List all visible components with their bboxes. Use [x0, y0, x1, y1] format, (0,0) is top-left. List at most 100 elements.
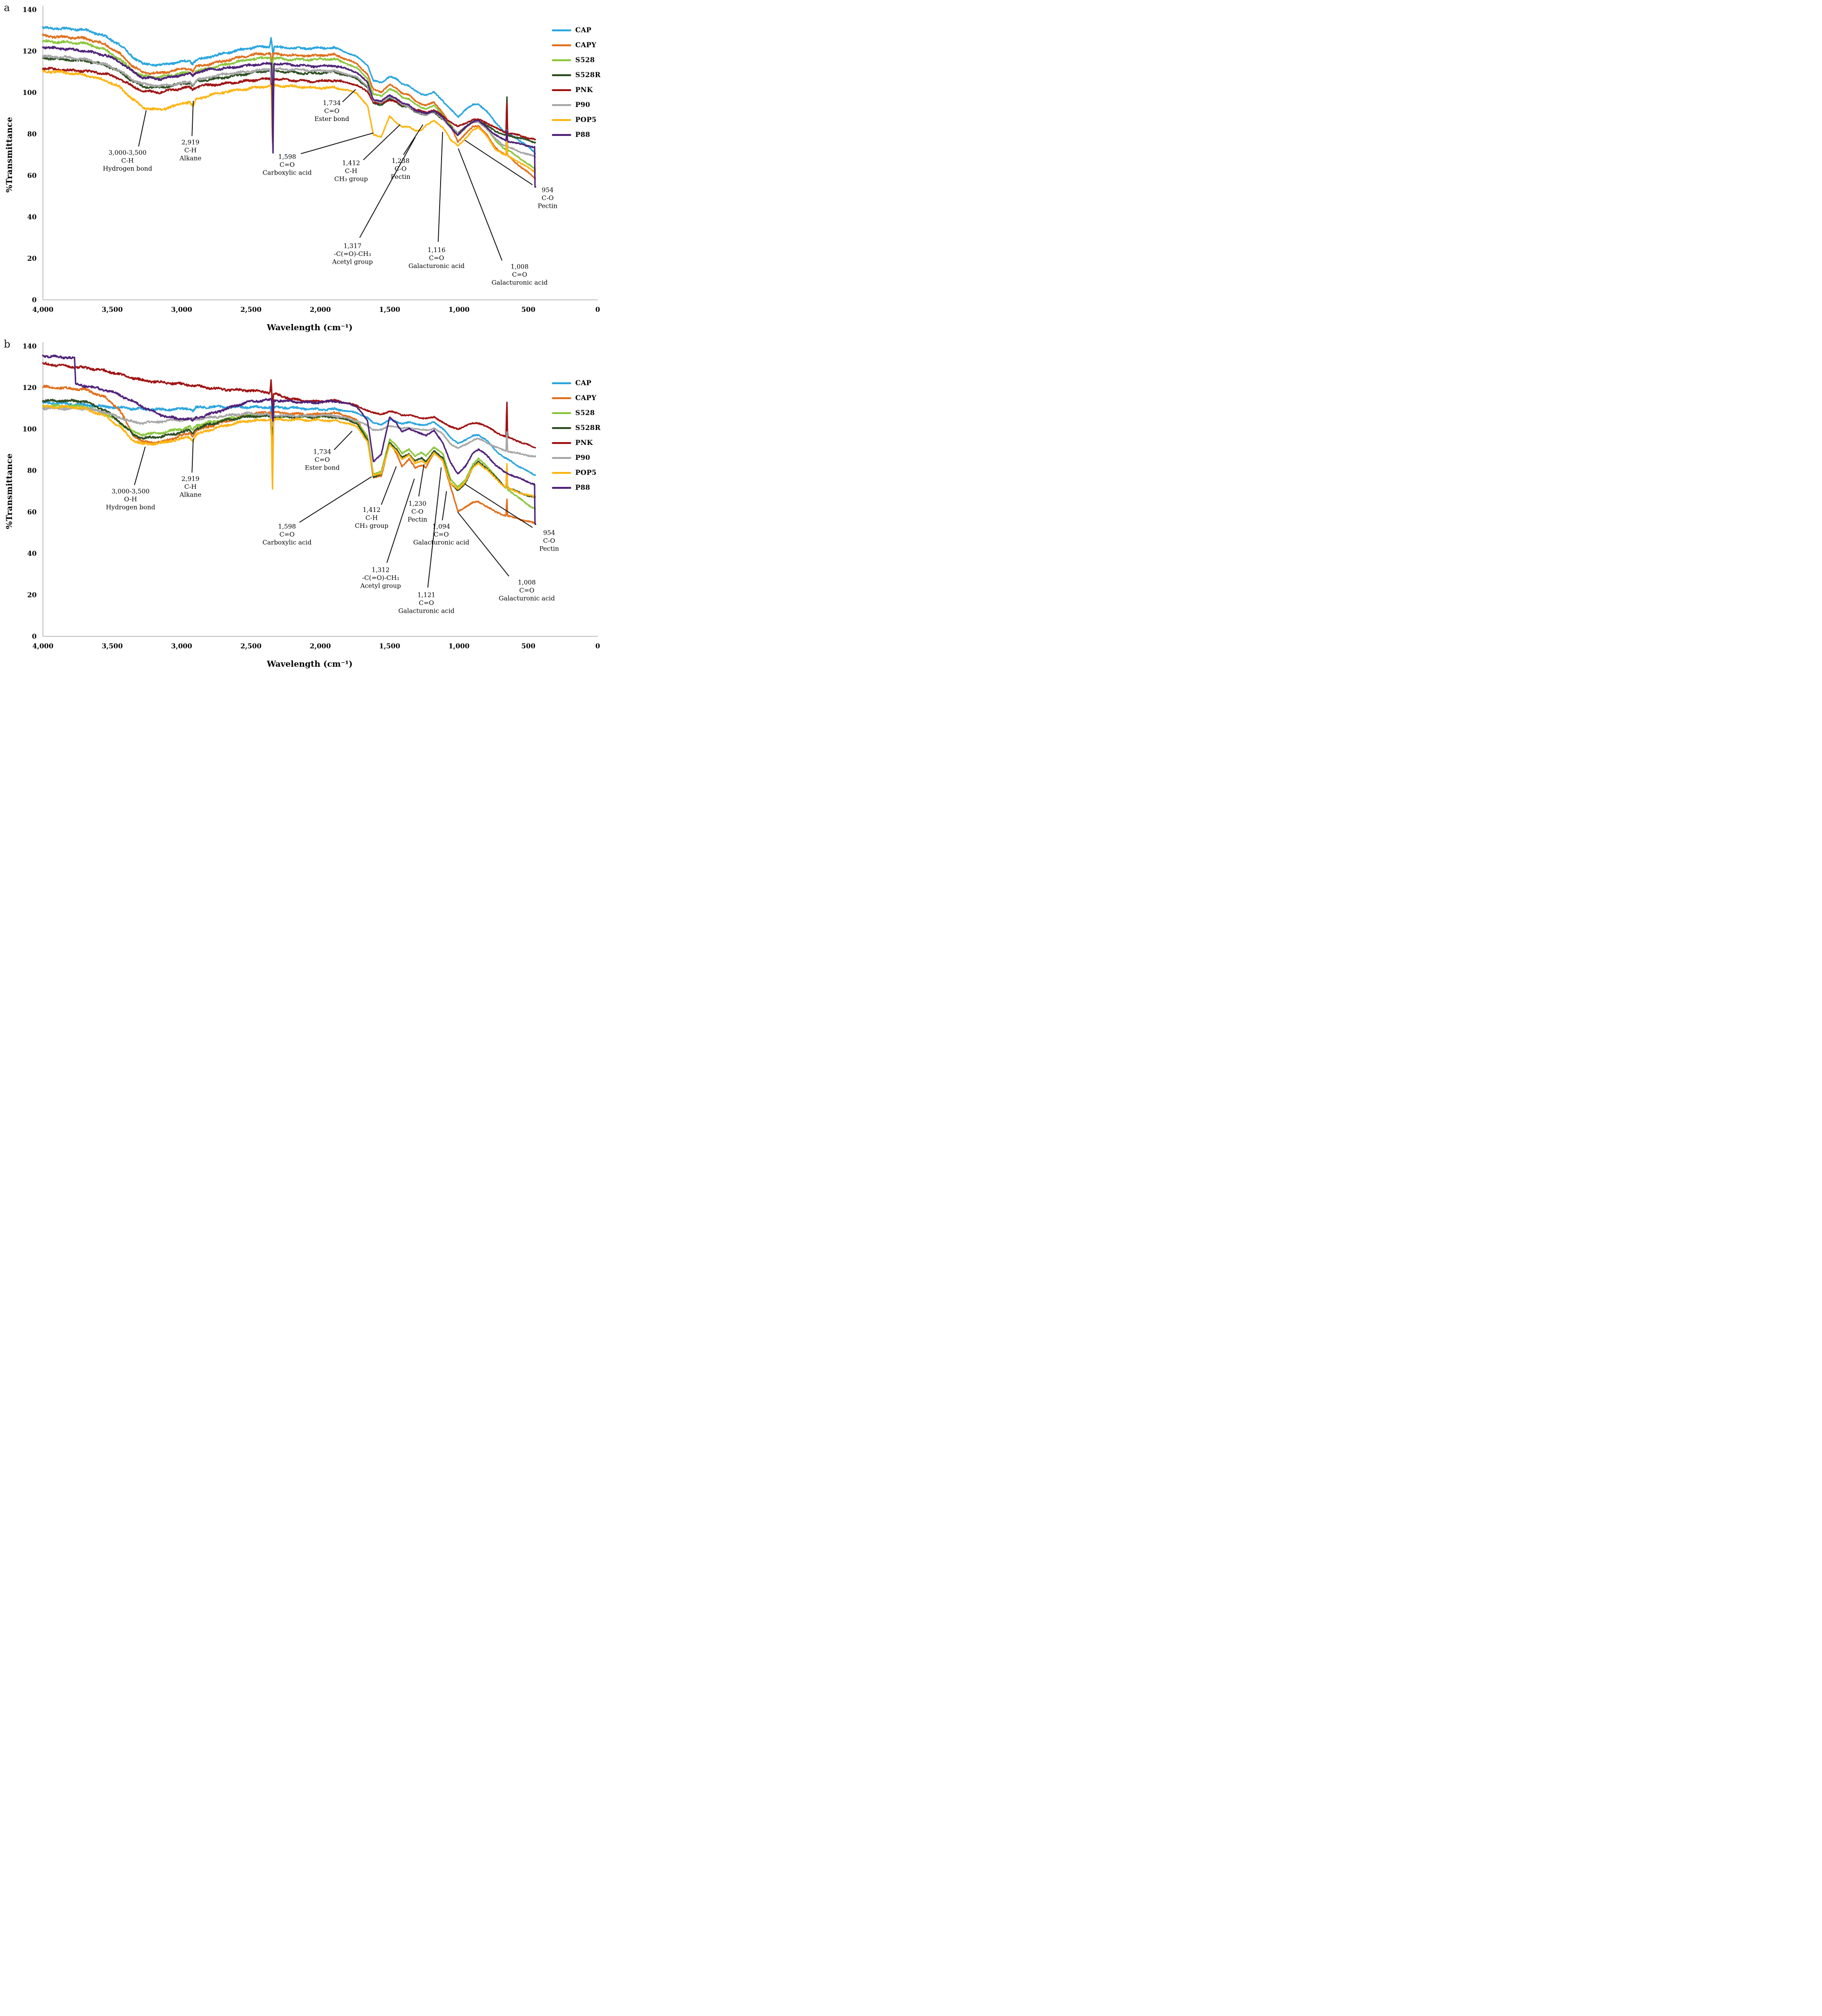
annotation-text: Pectin — [407, 516, 428, 524]
x-tick-label: 2,500 — [241, 306, 262, 313]
y-tick-label: 40 — [27, 550, 37, 558]
annotation-leader-line — [363, 124, 401, 161]
panel-b-letter: b — [4, 338, 11, 350]
panel-a-letter: a — [4, 2, 10, 13]
annotation-text: 1,598 — [278, 523, 296, 530]
annotation-text: C=O — [324, 108, 340, 115]
annotation-text: Alkane — [179, 155, 202, 162]
legend-item-S528: S528 — [551, 55, 601, 66]
x-tick-label: 2,000 — [310, 643, 331, 650]
annotation-text: 1,008 — [510, 264, 528, 271]
legend-item-PNK: PNK — [551, 438, 601, 448]
annotation-text: C=O — [434, 531, 449, 538]
annotation-text: 1,734 — [323, 100, 341, 107]
annotation-text: -C(=O)-CH₃ — [334, 251, 371, 258]
legend-item-CAPY: CAPY — [551, 40, 601, 51]
panel-a: a %Transmittance 0 20 40 60 80 100 120 140 4,000… — [0, 0, 607, 336]
annotation-leader-line — [138, 110, 147, 147]
legend-item-POP5: POP5 — [551, 468, 601, 478]
series-line-POP5 — [42, 69, 536, 174]
y-tick-label: 120 — [23, 48, 37, 55]
annotation-text: C=O — [519, 587, 535, 594]
annotation-text: O-H — [124, 496, 137, 503]
legend-label-S528R: S528R — [575, 424, 601, 432]
legend-item-P88: P88 — [551, 130, 601, 140]
annotation-leader-line — [442, 491, 447, 521]
annotation-leader-line — [134, 446, 146, 485]
legend-item-P88: P88 — [551, 483, 601, 493]
annotation-text: Galacturonic acid — [499, 595, 555, 603]
legend-item-P90: P90 — [551, 100, 601, 110]
annotation-text: C-H — [184, 484, 197, 491]
legend-item-P90: P90 — [551, 453, 601, 463]
y-tick-label: 60 — [27, 509, 37, 516]
series-line-CAPY — [42, 33, 536, 180]
x-tick-label: 3,500 — [102, 643, 123, 650]
legend-label-PNK: PNK — [575, 439, 593, 447]
annotation-text: 954 — [542, 187, 554, 194]
series-line-CAP — [42, 26, 536, 155]
annotation-leader-line — [427, 467, 442, 588]
annotation-text: 3,000-3,500 — [111, 488, 149, 495]
y-tick-label: 120 — [23, 384, 37, 392]
legend-item-S528R: S528R — [551, 70, 601, 81]
annotation-text: 1,598 — [278, 154, 296, 161]
panel-b-plot: 0 20 40 60 80 100 120 140 4,000 3,500 3,000 2,500 2,… — [23, 342, 600, 650]
legend-item-S528R: S528R — [551, 423, 601, 433]
series-line-CAP — [42, 400, 536, 476]
panel-b-legend: CAP CAPY S528 S528R PNK P90 POP5 P88 — [551, 378, 601, 497]
legend-label-S528: S528 — [575, 56, 595, 64]
legend-label-CAP: CAP — [575, 379, 591, 387]
annotation-text: Pectin — [539, 545, 560, 552]
legend-swatch-P88 — [551, 134, 571, 136]
annotation-text: C-H — [184, 147, 197, 154]
annotation-leader-line — [457, 148, 503, 261]
annotation-text: C=O — [512, 271, 527, 279]
annotation-leader-line — [418, 464, 425, 497]
annotation-text: Hydrogen bond — [106, 504, 155, 511]
legend-label-P90: P90 — [575, 454, 590, 462]
legend-swatch-P88 — [551, 487, 571, 489]
x-tick-label: 0 — [595, 643, 600, 650]
annotation-text: 2,919 — [182, 476, 200, 483]
legend-swatch-P90 — [551, 104, 571, 106]
annotation-text: Galacturonic acid — [408, 263, 464, 270]
legend-label-CAPY: CAPY — [575, 394, 597, 402]
legend-swatch-S528R — [551, 427, 571, 429]
legend-swatch-CAPY — [551, 397, 571, 399]
annotation-text: C-O — [543, 538, 555, 545]
annotation-text: C=O — [280, 531, 295, 538]
legend-label-CAP: CAP — [575, 27, 591, 34]
legend-label-PNK: PNK — [575, 86, 593, 94]
annotation-text: Pectin — [391, 174, 411, 181]
annotation-text: 3,000-3,500 — [108, 149, 147, 157]
legend-item-PNK: PNK — [551, 85, 601, 95]
x-tick-label: 4,000 — [32, 306, 54, 313]
annotation-leader-line — [438, 132, 443, 242]
legend-label-S528R: S528R — [575, 71, 601, 79]
series-line-PNK — [42, 67, 536, 141]
annotation-leader-line — [191, 101, 194, 136]
annotation-text: 1,734 — [313, 449, 331, 456]
annotation-leader-line — [464, 484, 533, 528]
figure-ftir-spectra: a %Transmittance 0 20 40 60 80 100 120 140 4,000… — [0, 0, 607, 673]
annotation-leader-line — [464, 140, 533, 186]
series-line-P90 — [42, 406, 536, 457]
annotation-text: C-O — [411, 509, 423, 516]
annotation-text: C-O — [542, 195, 554, 202]
legend-swatch-POP5 — [551, 472, 571, 474]
legend-swatch-PNK — [551, 89, 571, 91]
panel-b: b %Transmittance 0 20 40 60 80 100 120 140 4,000… — [0, 336, 607, 673]
series-line-P88 — [42, 354, 536, 525]
panel-a-x-axis-title: Wavelength (cm⁻¹) — [267, 323, 353, 333]
x-tick-label: 500 — [522, 643, 536, 650]
annotation-text: C-H — [121, 158, 134, 165]
legend-label-POP5: POP5 — [575, 469, 597, 477]
annotation-leader-line — [359, 137, 416, 238]
series-line-POP5 — [42, 404, 536, 498]
y-tick-label: 100 — [23, 89, 37, 97]
series-line-P90 — [42, 54, 536, 158]
y-tick-label: 40 — [27, 214, 37, 221]
y-tick-label: 0 — [32, 296, 37, 304]
series-line-P88 — [42, 45, 536, 188]
